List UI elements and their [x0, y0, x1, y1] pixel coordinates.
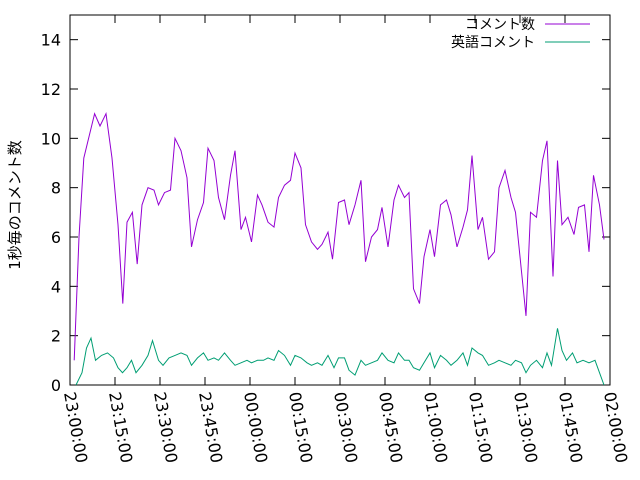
x-tick-label: 00:15:00 [285, 390, 316, 464]
legend-label-2: 英語コメント [451, 34, 535, 51]
y-tick-label: 14 [41, 31, 61, 50]
plot-border [69, 14, 611, 386]
x-tick-label: 23:00:00 [60, 390, 91, 464]
x-tick-label: 00:45:00 [375, 390, 406, 464]
y-tick-label: 4 [51, 277, 61, 296]
x-tick-label: 23:30:00 [150, 390, 181, 464]
x-tick-label: 01:30:00 [510, 390, 541, 464]
x-tick-label: 00:30:00 [330, 390, 361, 464]
x-tick-label: 23:15:00 [105, 390, 136, 464]
y-axis-label: 1秒毎のコメント数 [6, 140, 24, 270]
x-tick-label: 01:00:00 [420, 390, 451, 464]
y-tick-label: 8 [51, 179, 61, 198]
series-line-2 [75, 328, 605, 386]
x-tick-label: 00:00:00 [240, 390, 271, 464]
plot-frame [69, 14, 611, 386]
x-tick-label: 23:45:00 [195, 390, 226, 464]
x-tick-label: 01:15:00 [465, 390, 496, 464]
series-line-1 [73, 111, 605, 361]
y-tick-label: 10 [41, 129, 61, 148]
y-tick-label: 2 [51, 327, 61, 346]
y-tick-label: 12 [41, 80, 61, 99]
legend-label-1: コメント数 [465, 17, 535, 33]
y-axis-ticks: 0 2 4 6 8 10 12 14 [41, 31, 610, 395]
x-tick-label: 02:00:00 [600, 390, 631, 464]
data-series [73, 111, 605, 386]
x-tick-label: 01:45:00 [555, 390, 586, 464]
x-axis-ticks: 23:00:00 23:15:00 23:30:00 23:45:00 00:00:00… [60, 15, 631, 464]
y-tick-label: 6 [51, 228, 61, 247]
y-tick-label: 0 [51, 376, 61, 395]
